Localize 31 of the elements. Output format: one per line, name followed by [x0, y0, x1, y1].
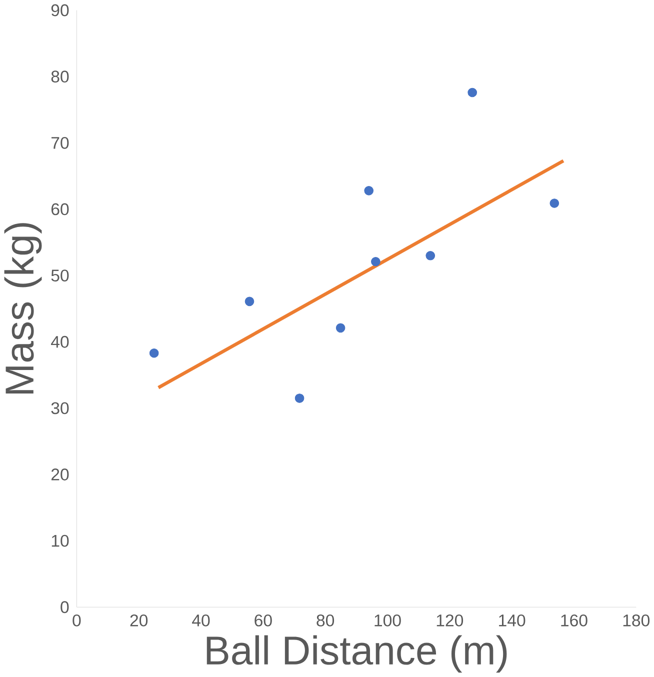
- y-tick-label: 80: [51, 70, 68, 83]
- x-tick-label: 120: [436, 614, 463, 626]
- point: [550, 198, 559, 208]
- y-tick-label: 10: [52, 534, 68, 547]
- point: [294, 394, 304, 403]
- y-tick-label: 20: [51, 468, 68, 480]
- x-tick-label: 140: [498, 614, 525, 626]
- y-tick-label: 90: [51, 4, 68, 16]
- y-tick-label: 40: [50, 336, 68, 348]
- y-tick-label: 0: [60, 601, 68, 614]
- x-tick-label: 0: [72, 614, 80, 626]
- x-tick-label: 100: [374, 614, 401, 626]
- point: [364, 186, 374, 196]
- point: [244, 296, 254, 306]
- x-axis-title: Ball Distance (m): [206, 635, 506, 673]
- y-axis-title: Mass (kg): [4, 223, 42, 394]
- x-tick-label: 80: [316, 614, 334, 626]
- y-tick-label: 70: [51, 136, 68, 149]
- point: [370, 256, 380, 266]
- point: [467, 88, 477, 98]
- x-tick-label: 180: [623, 614, 650, 626]
- y-tick-label: 50: [51, 270, 68, 282]
- x-tick-label: 20: [130, 614, 148, 626]
- x-tick-label: 40: [192, 614, 210, 626]
- x-tick-label: 60: [254, 614, 272, 626]
- point: [149, 348, 159, 358]
- y-tick-label: 30: [51, 402, 68, 414]
- y-tick-label: 60: [51, 203, 68, 216]
- x-tick-label: 160: [560, 614, 588, 626]
- point: [336, 323, 345, 333]
- point: [425, 250, 435, 260]
